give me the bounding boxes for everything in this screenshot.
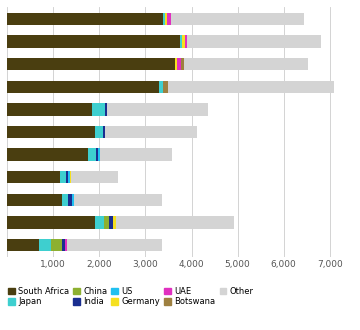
Bar (68, 171, 70, 183)
Bar (168, 81, 334, 93)
Bar (185, 35, 187, 48)
Bar (180, 35, 182, 48)
Bar (93, 103, 105, 116)
Bar (7, 194, 63, 206)
Bar (171, 13, 304, 25)
Bar (104, 216, 109, 229)
Bar (70, 171, 72, 183)
Bar (39, 239, 50, 251)
Bar (7, 35, 180, 48)
Bar (107, 103, 208, 116)
Bar (100, 148, 172, 161)
Bar (95, 126, 103, 138)
Bar (95, 216, 104, 229)
Bar (187, 35, 321, 48)
Bar (7, 13, 163, 25)
Bar (7, 81, 159, 93)
Bar (109, 216, 113, 229)
Bar (182, 35, 185, 48)
Bar (113, 216, 116, 229)
Bar (60, 171, 66, 183)
Bar (7, 148, 88, 161)
Bar (163, 81, 168, 93)
Bar (7, 239, 39, 251)
Bar (181, 58, 184, 70)
Bar (105, 126, 197, 138)
Bar (116, 216, 234, 229)
Bar (184, 58, 308, 70)
Bar (7, 216, 95, 229)
Bar (65, 239, 67, 251)
Bar (66, 171, 68, 183)
Bar (163, 13, 166, 25)
Bar (63, 194, 68, 206)
Bar (88, 148, 96, 161)
Legend: South Africa, Japan, China, India, US, Germany, UAE, Botswana, Other: South Africa, Japan, China, India, US, G… (8, 287, 254, 306)
Bar (175, 58, 177, 70)
Bar (177, 58, 181, 70)
Bar (166, 13, 167, 25)
Bar (96, 148, 98, 161)
Bar (103, 126, 105, 138)
Bar (7, 58, 175, 70)
Bar (159, 81, 163, 93)
Bar (167, 13, 171, 25)
Bar (68, 194, 72, 206)
Bar (75, 194, 162, 206)
Bar (7, 103, 93, 116)
Bar (98, 148, 100, 161)
Bar (72, 194, 75, 206)
Bar (7, 171, 60, 183)
Bar (67, 239, 162, 251)
Bar (72, 171, 118, 183)
Bar (105, 103, 107, 116)
Bar (62, 239, 65, 251)
Bar (50, 239, 62, 251)
Bar (7, 126, 95, 138)
